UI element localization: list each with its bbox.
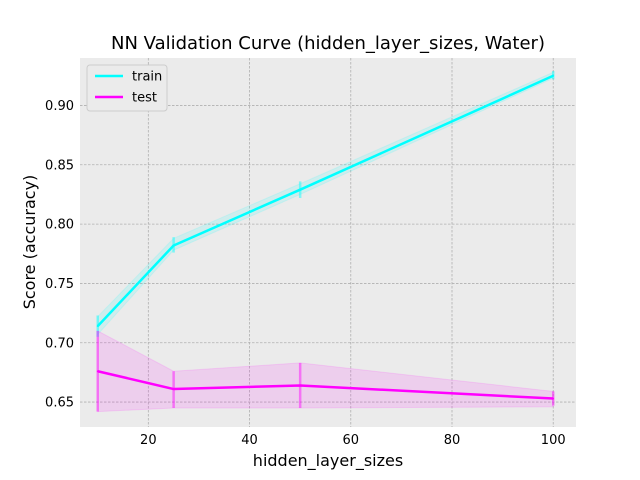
data-point-train (172, 244, 175, 247)
y-axis-ticks: 0.65 0.70 0.75 0.80 0.85 0.90 (45, 99, 74, 411)
series-lines (96, 74, 555, 400)
y-tick-label: 0.65 (45, 396, 74, 411)
y-tick-label: 0.90 (45, 99, 74, 114)
x-tick-label: 40 (241, 433, 258, 448)
y-axis-label: Score (accuracy) (20, 175, 39, 310)
x-tick-label: 20 (140, 433, 157, 448)
series-line-test (97, 370, 554, 400)
data-point-test (172, 388, 175, 390)
series-line-train (96, 74, 554, 328)
legend-label-train: train (132, 70, 162, 85)
data-point-test (552, 397, 555, 400)
legend-label-test: test (132, 91, 157, 106)
y-tick-label: 0.75 (45, 277, 74, 292)
data-point-train (299, 188, 302, 191)
legend: train test (86, 64, 168, 112)
chart-title: NN Validation Curve (hidden_layer_sizes,… (111, 33, 545, 54)
data-point-test (299, 384, 302, 387)
x-axis-label: hidden_layer_sizes (253, 451, 403, 471)
x-tick-label: 80 (444, 433, 461, 448)
grid-lines (80, 58, 576, 427)
x-tick-label: 100 (541, 433, 566, 448)
data-point-test (96, 370, 99, 373)
y-tick-label: 0.70 (45, 336, 74, 351)
data-point-train (552, 74, 555, 77)
plot-area-background (80, 58, 576, 427)
data-point-train (96, 325, 99, 328)
x-tick-label: 60 (343, 433, 360, 448)
confidence-band-train (97, 71, 554, 336)
y-tick-label: 0.80 (45, 218, 74, 233)
x-axis-ticks: 20 40 60 80 100 (140, 433, 566, 448)
y-tick-label: 0.85 (45, 158, 74, 173)
